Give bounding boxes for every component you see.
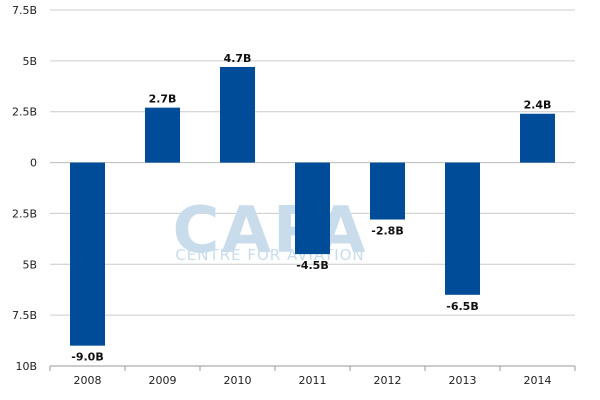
y-tick-label: 5B [22,55,37,68]
x-tick-label: 2008 [74,374,102,387]
y-tick-label: 5B [22,258,37,271]
y-tick-label: 2.5B [12,207,37,220]
y-tick-label: 7.5B [12,309,37,322]
bar-2009 [145,107,180,163]
data-label: 4.7B [224,52,252,65]
bar-2013 [445,162,480,295]
bar-2012 [370,162,405,220]
watermark-logo-text: CAPA [172,194,367,268]
bar-2011 [295,162,330,255]
axes [49,365,576,371]
x-axis-tick-labels: 2008 2009 2010 2011 2012 2013 2014 [74,374,552,387]
x-tick-label: 2012 [374,374,402,387]
y-tick-label: 7.5B [12,4,37,17]
data-label: -6.5B [446,300,478,313]
y-tick-label: 0 [30,157,37,170]
y-axis-tick-labels: 7.5B 5B 2.5B 0 2.5B 5B 7.5B 10B [12,4,37,373]
x-tick-label: 2013 [449,374,477,387]
x-tick-label: 2011 [299,374,327,387]
data-label: 2.7B [149,93,177,106]
y-tick-label: 2.5B [12,106,37,119]
y-tick-label: 10B [15,360,37,373]
bar-2010 [220,66,255,163]
data-label: 2.4B [524,99,552,112]
bars [70,66,555,346]
x-tick-label: 2014 [524,374,552,387]
data-labels: -9.0B 2.7B 4.7B -4.5B -2.8B -6.5B 2.4B [71,52,551,364]
x-tick-label: 2010 [224,374,252,387]
capa-watermark: CAPA CENTRE FOR AVIATION [172,194,367,268]
data-label: -4.5B [296,259,328,272]
watermark-subtitle: CENTRE FOR AVIATION [175,246,364,264]
x-tick-label: 2009 [149,374,177,387]
bar-2014 [520,113,555,163]
data-label: -2.8B [371,225,403,238]
data-label: -9.0B [71,351,103,364]
bar-2008 [70,162,105,346]
